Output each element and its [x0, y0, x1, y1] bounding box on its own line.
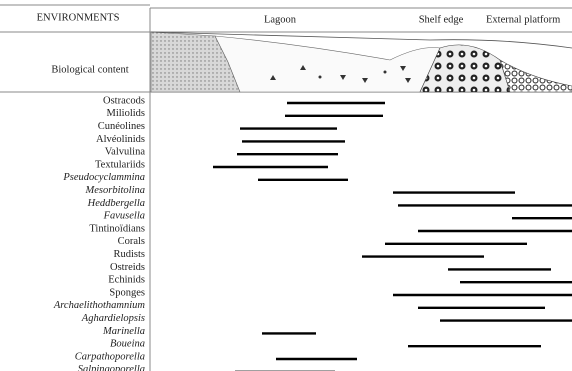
taxa: Ostracods Miliolids Cunéolines Alvéolinids V… — [53, 95, 572, 371]
taxon-label: Carpathoporella — [75, 351, 145, 362]
environment-label: External platform — [486, 14, 560, 25]
environment-label: Lagoon — [264, 14, 297, 25]
taxon-label: Echinids — [108, 275, 145, 286]
environment-label: Shelf edge — [419, 14, 464, 25]
taxon-label: Boueina — [110, 339, 145, 350]
taxon-label: Tintinoïdians — [89, 223, 145, 234]
taxon-label: Mesorbitolina — [85, 185, 146, 196]
taxon-label: Cunéolines — [98, 121, 145, 132]
taxon-label: Ostreids — [110, 262, 145, 273]
taxon-label: Archaelithothamnium — [53, 300, 146, 311]
taxon-label: Favusella — [103, 211, 145, 222]
taxon-label: Rudists — [113, 249, 145, 260]
environment-illustration — [151, 32, 572, 92]
taxon-label: Pseudocyclammina — [62, 172, 145, 183]
taxon-label: Heddbergella — [87, 198, 145, 209]
taxon-label: Valvulina — [105, 147, 146, 158]
taxon-label: Salpingoporella — [78, 364, 145, 371]
taxon-label: Textulariids — [95, 159, 145, 170]
taxon-label: Aghardielopsis — [81, 313, 145, 324]
column-header: ENVIRONMENTS — [37, 12, 120, 23]
row-label: Biological content — [51, 64, 128, 75]
range-diagram: ENVIRONMENTS Lagoon Shelf edge External … — [0, 0, 572, 371]
taxon-label: Miliolids — [106, 108, 145, 119]
taxon-label: Alvéolinids — [96, 134, 145, 145]
taxon-label: Ostracods — [103, 95, 145, 106]
taxon-label: Marinella — [102, 326, 145, 337]
taxon-label: Sponges — [109, 287, 145, 298]
taxon-label: Corals — [118, 236, 145, 247]
